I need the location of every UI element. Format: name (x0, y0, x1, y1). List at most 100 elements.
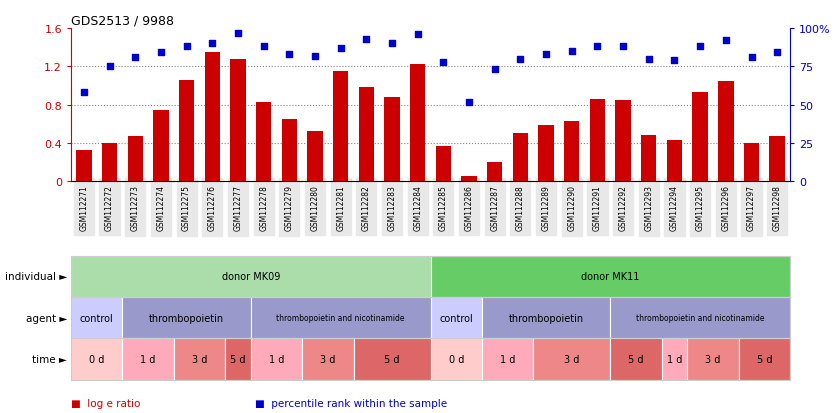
Bar (533, 339, 610, 380)
Bar (431, 339, 482, 380)
Bar (461, 177, 477, 182)
Text: agent ►: agent ► (26, 313, 67, 323)
Bar (179, 81, 194, 182)
Text: thrombopoietin and nicotinamide: thrombopoietin and nicotinamide (636, 313, 764, 323)
Bar (251, 297, 431, 339)
Bar (482, 339, 533, 380)
Bar (610, 339, 661, 380)
Bar (482, 297, 610, 339)
Text: 5 d: 5 d (385, 354, 400, 364)
Text: control: control (80, 313, 114, 323)
Bar (359, 88, 374, 182)
Point (359, 36, 373, 43)
Text: thrombopoietin and nicotinamide: thrombopoietin and nicotinamide (277, 313, 405, 323)
Text: control: control (440, 313, 473, 323)
Point (257, 44, 270, 50)
Bar (282, 120, 297, 182)
Text: 1 d: 1 d (500, 354, 515, 364)
Point (129, 55, 142, 61)
Bar (308, 132, 323, 182)
Text: 0 d: 0 d (449, 354, 464, 364)
Bar (251, 339, 302, 380)
Bar (739, 339, 790, 380)
Bar (256, 102, 272, 182)
Text: 5 d: 5 d (757, 354, 772, 364)
Text: 1 d: 1 d (269, 354, 284, 364)
Text: GDS2513 / 9988: GDS2513 / 9988 (71, 15, 174, 28)
Bar (71, 256, 431, 297)
Point (513, 56, 528, 63)
Bar (589, 100, 605, 182)
Point (668, 58, 681, 64)
Bar (692, 93, 708, 182)
Bar (431, 297, 482, 339)
Text: time ►: time ► (32, 354, 67, 364)
Point (616, 44, 630, 50)
Text: 3 d: 3 d (320, 354, 335, 364)
Bar (744, 143, 759, 182)
Bar (128, 137, 143, 182)
Bar (564, 121, 579, 182)
Point (206, 41, 219, 47)
Bar (102, 143, 117, 182)
Text: thrombopoietin: thrombopoietin (508, 313, 584, 323)
Point (77, 90, 90, 96)
Point (154, 50, 167, 57)
Bar (487, 163, 502, 182)
Text: donor MK11: donor MK11 (581, 272, 640, 282)
Point (591, 44, 604, 50)
Text: 3 d: 3 d (564, 354, 579, 364)
Text: ■  percentile rank within the sample: ■ percentile rank within the sample (255, 398, 447, 408)
Bar (661, 339, 687, 380)
Bar (641, 136, 656, 182)
Text: 1 d: 1 d (667, 354, 682, 364)
Bar (610, 297, 790, 339)
Text: 1 d: 1 d (140, 354, 155, 364)
Text: 0 d: 0 d (89, 354, 104, 364)
Bar (385, 97, 400, 182)
Bar (538, 126, 553, 182)
Bar (71, 339, 122, 380)
Bar (122, 297, 251, 339)
Bar (71, 297, 122, 339)
Text: 5 d: 5 d (628, 354, 644, 364)
Text: 5 d: 5 d (230, 354, 246, 364)
Point (308, 53, 322, 60)
Bar (436, 146, 451, 182)
Bar (205, 53, 220, 182)
Point (103, 64, 116, 70)
Bar (667, 141, 682, 182)
Point (694, 44, 707, 50)
Point (334, 45, 348, 52)
Point (539, 52, 553, 58)
Point (385, 41, 399, 47)
Bar (769, 137, 785, 182)
Point (462, 99, 476, 106)
Text: 3 d: 3 d (706, 354, 721, 364)
Point (565, 48, 579, 55)
Point (436, 59, 450, 66)
Bar (354, 339, 431, 380)
Point (283, 52, 296, 58)
Point (180, 44, 193, 50)
Point (771, 50, 784, 57)
Point (745, 55, 758, 61)
Text: individual ►: individual ► (5, 272, 67, 282)
Bar (230, 59, 246, 182)
Bar (512, 134, 528, 182)
Bar (153, 111, 169, 182)
Text: donor MK09: donor MK09 (222, 272, 280, 282)
Point (232, 30, 245, 37)
Point (642, 56, 655, 63)
Bar (718, 81, 733, 182)
Bar (174, 339, 225, 380)
Bar (122, 339, 174, 380)
Bar (410, 65, 426, 182)
Point (719, 38, 732, 45)
Point (488, 67, 502, 74)
Bar (333, 72, 349, 182)
Point (411, 32, 425, 38)
Bar (76, 150, 92, 182)
Bar (225, 339, 251, 380)
Text: ■  log e ratio: ■ log e ratio (71, 398, 140, 408)
